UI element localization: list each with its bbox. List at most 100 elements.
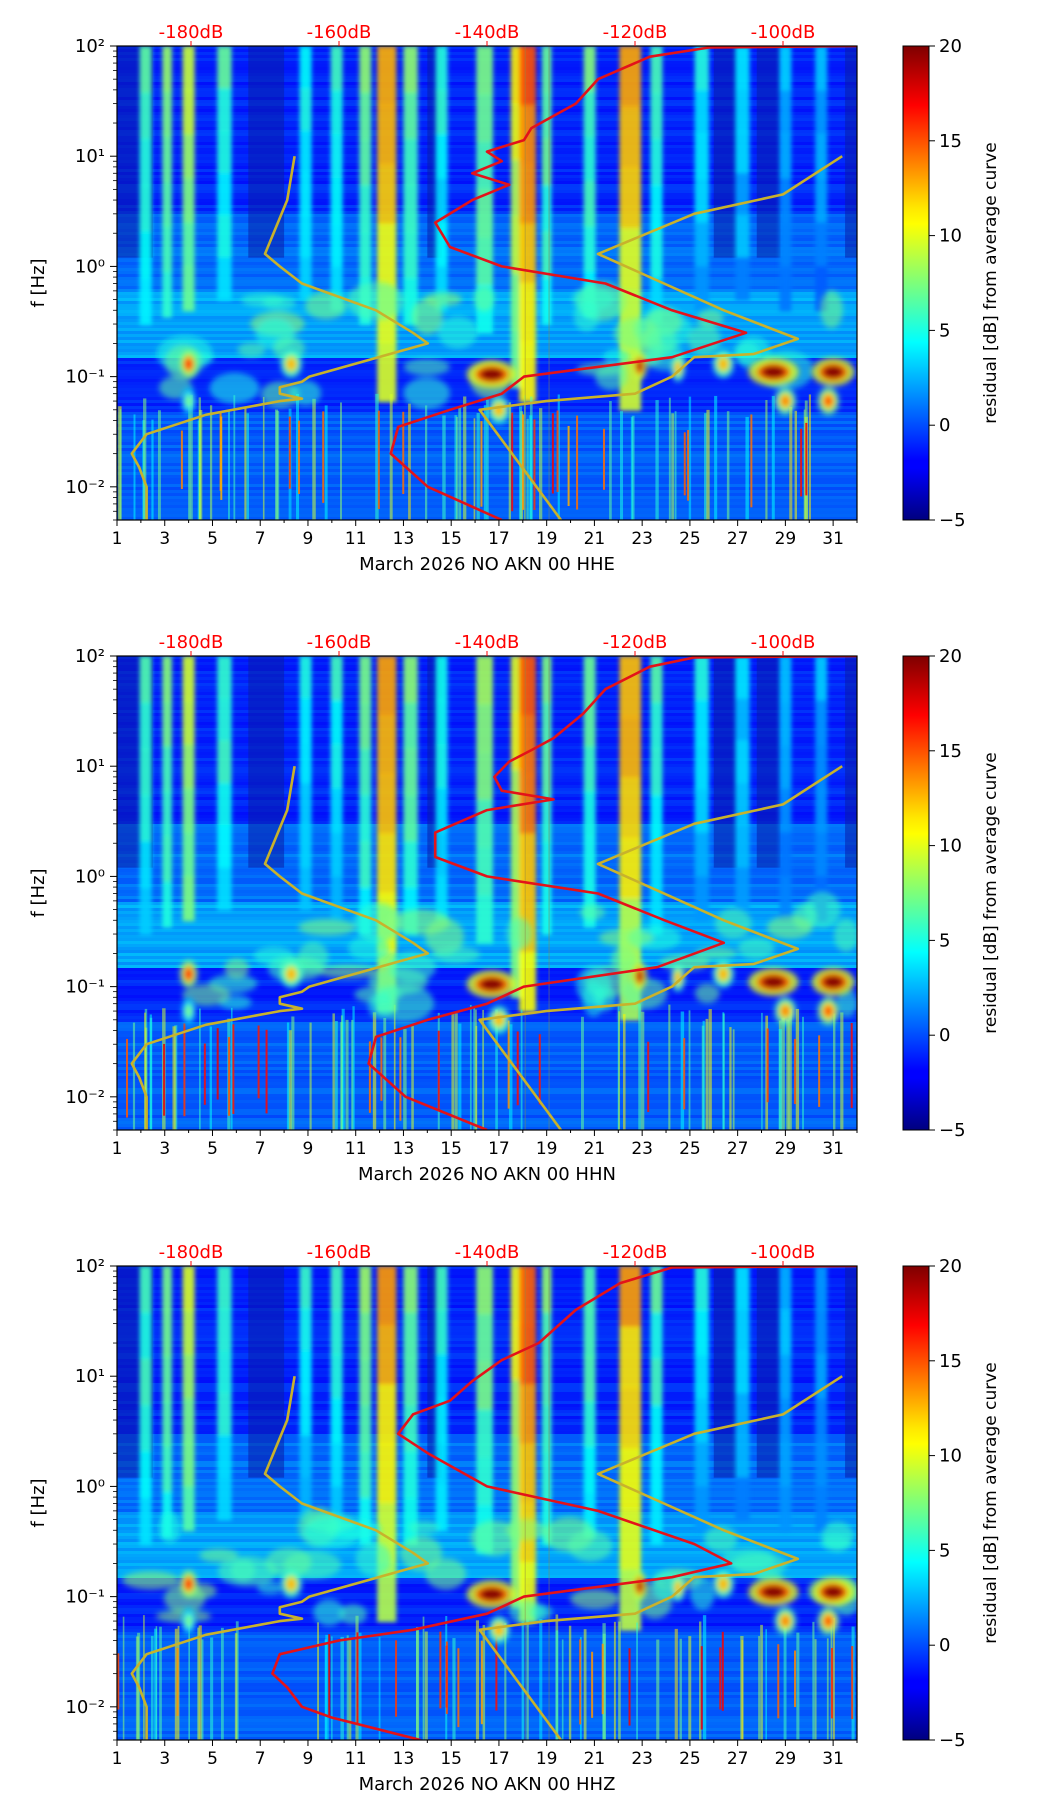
x-tick-label: 7 bbox=[255, 1749, 266, 1769]
x-tick-label: 23 bbox=[631, 529, 653, 549]
x-tick-label: 17 bbox=[488, 1139, 510, 1159]
colorbar-tick-label: 5 bbox=[939, 930, 950, 951]
x-tick-label: 5 bbox=[207, 1749, 218, 1769]
mean-psd-curve bbox=[389, 46, 857, 520]
mean-psd-curve bbox=[367, 656, 857, 1130]
colorbar-tick-label: −5 bbox=[939, 1120, 966, 1141]
y-tick-label: 10² bbox=[75, 646, 105, 667]
y-tick-label: 10¹ bbox=[75, 756, 105, 777]
x-tick-label: 31 bbox=[822, 529, 844, 549]
x-axis-label: March 2026 NO AKN 00 HHZ bbox=[359, 1774, 616, 1795]
colorbar-tick-label: 15 bbox=[939, 1351, 962, 1372]
x-tick-label: 17 bbox=[488, 529, 510, 549]
x-tick-label: 7 bbox=[255, 1139, 266, 1159]
y-tick-label: 10² bbox=[75, 36, 105, 57]
y-tick-label: 10⁻² bbox=[65, 477, 105, 498]
x-tick-label: 23 bbox=[631, 1749, 653, 1769]
x-tick-label: 21 bbox=[584, 1749, 606, 1769]
top-axis-db-label: -180dB bbox=[159, 632, 224, 653]
x-tick-label: 1 bbox=[112, 1139, 123, 1159]
x-tick-label: 27 bbox=[727, 1139, 749, 1159]
y-tick-label: 10⁰ bbox=[75, 1476, 105, 1497]
x-tick-label: 25 bbox=[679, 1139, 701, 1159]
x-tick-label: 3 bbox=[159, 529, 170, 549]
top-axis-db-label: -140dB bbox=[455, 22, 520, 43]
x-tick-label: 27 bbox=[727, 529, 749, 549]
x-tick-label: 1 bbox=[112, 529, 123, 549]
x-tick-label: 29 bbox=[775, 529, 797, 549]
top-axis-db-label: -120dB bbox=[603, 1242, 668, 1263]
x-tick-label: 21 bbox=[584, 1139, 606, 1159]
top-axis-db-label: -120dB bbox=[603, 632, 668, 653]
x-tick-label: 27 bbox=[727, 1749, 749, 1769]
x-tick-label: 21 bbox=[584, 529, 606, 549]
colorbar-tick-label: 10 bbox=[939, 226, 962, 247]
colorbar-label: residual [dB] from average curve bbox=[981, 752, 1001, 1033]
top-axis-db-label: -140dB bbox=[455, 1242, 520, 1263]
x-tick-label: 9 bbox=[303, 1749, 314, 1769]
y-tick-label: 10⁻² bbox=[65, 1697, 105, 1718]
y-axis-label: f [Hz] bbox=[28, 868, 49, 917]
x-axis-label: March 2026 NO AKN 00 HHN bbox=[358, 1164, 616, 1185]
heatmap-image bbox=[117, 1266, 857, 1740]
x-tick-label: 29 bbox=[775, 1139, 797, 1159]
high-noise-model-curve bbox=[478, 155, 843, 520]
x-tick-label: 13 bbox=[393, 529, 415, 549]
x-axis-label: March 2026 NO AKN 00 HHE bbox=[359, 554, 615, 575]
high-noise-model-curve bbox=[478, 765, 843, 1130]
colorbar-tick-label: 15 bbox=[939, 131, 962, 152]
y-tick-label: 10¹ bbox=[75, 1366, 105, 1387]
low-noise-model-curve bbox=[130, 1375, 430, 1740]
low-noise-model-curve bbox=[130, 765, 430, 1130]
top-axis-db-label: -160dB bbox=[307, 1242, 372, 1263]
x-tick-label: 17 bbox=[488, 1749, 510, 1769]
x-tick-label: 15 bbox=[440, 1139, 462, 1159]
colorbar-tick-label: 15 bbox=[939, 741, 962, 762]
y-tick-label: 10² bbox=[75, 1256, 105, 1277]
x-tick-label: 31 bbox=[822, 1749, 844, 1769]
x-tick-label: 5 bbox=[207, 529, 218, 549]
x-tick-label: 7 bbox=[255, 529, 266, 549]
top-axis-db-label: -120dB bbox=[603, 22, 668, 43]
x-tick-label: 19 bbox=[536, 529, 558, 549]
colorbar-tick-label: −5 bbox=[939, 510, 966, 531]
top-axis-db-label: -160dB bbox=[307, 22, 372, 43]
y-axis-label: f [Hz] bbox=[28, 1478, 49, 1527]
colorbar: 20 15 10 5 0 −5 residual [dB] from average cur… bbox=[902, 646, 1001, 1141]
x-tick-label: 19 bbox=[536, 1749, 558, 1769]
x-tick-label: 13 bbox=[393, 1749, 415, 1769]
y-tick-label: 10⁰ bbox=[75, 866, 105, 887]
y-tick-label: 10⁻² bbox=[65, 1087, 105, 1108]
colorbar-label: residual [dB] from average curve bbox=[981, 1362, 1001, 1643]
colorbar-tick-label: 20 bbox=[939, 646, 962, 667]
colorbar-tick-label: 5 bbox=[939, 1540, 950, 1561]
top-axis-db-label: -100dB bbox=[751, 632, 816, 653]
x-tick-label: 15 bbox=[440, 1749, 462, 1769]
colorbar-tick-label: −5 bbox=[939, 1730, 966, 1751]
x-tick-label: 25 bbox=[679, 529, 701, 549]
x-tick-label: 9 bbox=[303, 529, 314, 549]
x-tick-label: 31 bbox=[822, 1139, 844, 1159]
y-tick-label: 10⁰ bbox=[75, 256, 105, 277]
top-axis-db-label: -180dB bbox=[159, 1242, 224, 1263]
x-tick-label: 19 bbox=[536, 1139, 558, 1159]
x-tick-label: 15 bbox=[440, 529, 462, 549]
colorbar-label: residual [dB] from average curve bbox=[981, 142, 1001, 423]
colorbar-tick-label: 20 bbox=[939, 1256, 962, 1277]
x-tick-label: 11 bbox=[345, 1749, 367, 1769]
top-axis-db-label: -100dB bbox=[751, 22, 816, 43]
x-tick-label: 23 bbox=[631, 1139, 653, 1159]
top-axis-db-label: -140dB bbox=[455, 632, 520, 653]
heatmap-image bbox=[117, 656, 857, 1130]
x-tick-label: 3 bbox=[159, 1139, 170, 1159]
high-noise-model-curve bbox=[478, 1375, 843, 1740]
x-tick-label: 13 bbox=[393, 1139, 415, 1159]
heatmap-image bbox=[117, 46, 857, 520]
y-tick-label: 10⁻¹ bbox=[65, 1587, 105, 1608]
top-axis-db-label: -160dB bbox=[307, 632, 372, 653]
top-axis-db-label: -180dB bbox=[159, 22, 224, 43]
x-tick-label: 25 bbox=[679, 1749, 701, 1769]
x-tick-label: 11 bbox=[345, 1139, 367, 1159]
